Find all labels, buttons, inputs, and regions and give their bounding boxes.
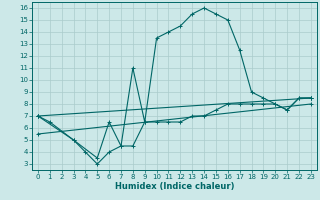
X-axis label: Humidex (Indice chaleur): Humidex (Indice chaleur) [115,182,234,191]
